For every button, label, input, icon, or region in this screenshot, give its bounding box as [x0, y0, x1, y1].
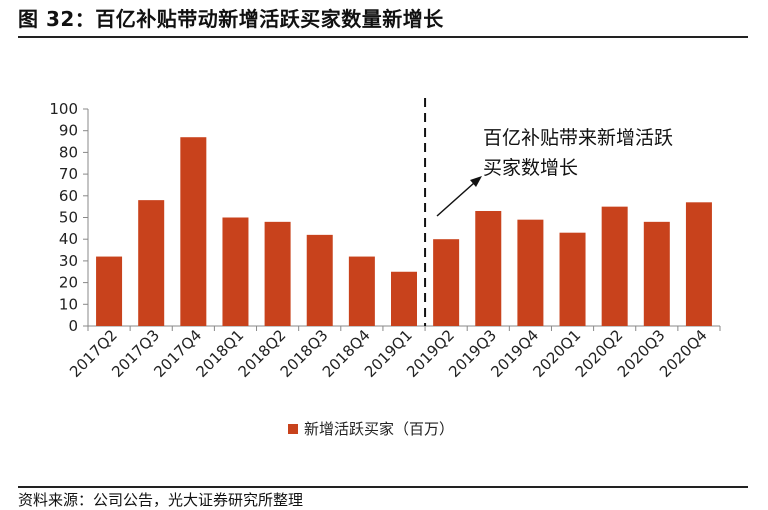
y-tick-label: 70 [59, 165, 78, 183]
y-tick-label: 60 [59, 187, 78, 205]
bar [433, 239, 460, 326]
arrow-head-icon [470, 176, 482, 187]
source-rule [18, 486, 748, 488]
legend: 新增活跃买家（百万） [288, 420, 454, 438]
annotation-arrow [436, 182, 475, 217]
figure-title: 图 32：百亿补贴带动新增活跃买家数量新增长 [18, 7, 444, 31]
annotation-text: 买家数增长 [483, 157, 578, 179]
bar [348, 256, 375, 326]
bar [391, 271, 417, 326]
bar [180, 137, 207, 326]
legend-label: 新增活跃买家（百万） [304, 420, 454, 438]
bar [138, 200, 165, 326]
x-axis: 2017Q22017Q32017Q42018Q12018Q22018Q32018… [66, 325, 721, 381]
bar [559, 232, 586, 326]
bar [222, 217, 249, 326]
title-rule [18, 36, 748, 38]
annotation-text: 百亿补贴带来新增活跃 [483, 127, 673, 149]
y-tick-label: 20 [59, 274, 78, 292]
y-axis: 0 10 20 30 40 50 60 70 80 90 100 [49, 100, 89, 335]
bar [643, 221, 670, 326]
bar [517, 219, 544, 326]
y-tick-label: 80 [59, 143, 78, 161]
x-tick-label: 2020Q4 [656, 326, 711, 381]
bar [475, 210, 502, 326]
bar-chart: 0 10 20 30 40 50 60 70 80 90 100 2017Q22017Q32017Q… [49, 98, 721, 438]
y-tick-label: 40 [59, 230, 78, 248]
source-note: 资料来源：公司公告，光大证券研究所整理 [18, 491, 304, 509]
y-tick-label: 10 [59, 295, 78, 313]
y-tick-label: 50 [59, 209, 78, 227]
bar [264, 221, 291, 326]
y-tick-label: 30 [59, 252, 78, 270]
y-tick-label: 90 [59, 122, 78, 140]
bar [96, 256, 123, 326]
y-tick-label: 0 [68, 317, 78, 335]
y-tick-label: 100 [49, 100, 78, 118]
bar [601, 206, 628, 326]
bar [306, 234, 333, 326]
bars [96, 137, 712, 326]
legend-swatch [288, 424, 298, 434]
bar [685, 202, 712, 326]
